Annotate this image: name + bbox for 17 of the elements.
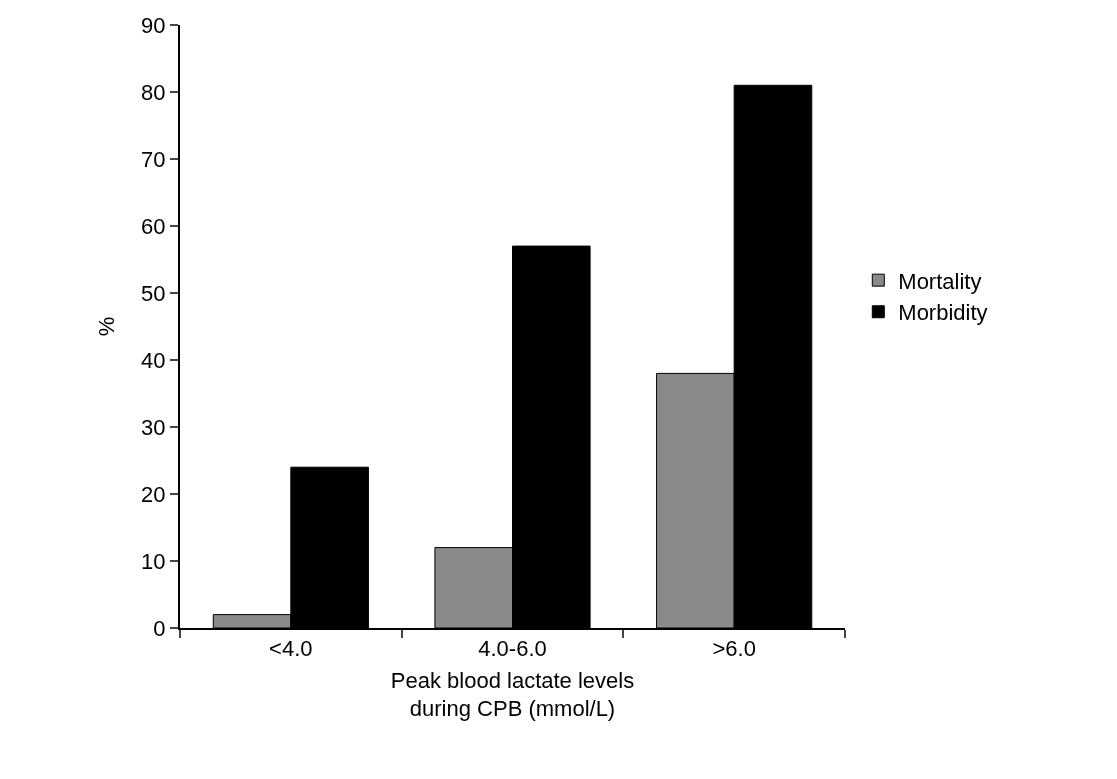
y-tick-label: 30 (141, 414, 166, 440)
legend-label: Morbidity (898, 300, 988, 326)
x-tick-label: <4.0 (269, 636, 313, 662)
y-tick-label: 90 (141, 12, 166, 38)
y-tick-label: 40 (141, 347, 166, 373)
y-tick-label: 80 (141, 79, 166, 105)
legend-label: Mortality (898, 268, 982, 294)
y-tick-label: 50 (141, 280, 166, 306)
x-tick-label: >6.0 (712, 636, 756, 662)
y-tick-label: 70 (141, 146, 166, 172)
y-axis-title: % (94, 316, 120, 337)
y-tick-label: 10 (141, 548, 166, 574)
y-tick-label: 60 (141, 213, 166, 239)
y-tick-label: 20 (141, 481, 166, 507)
y-tick-label: 0 (153, 615, 166, 641)
x-axis-title: Peak blood lactate levels during CPB (mmol/L) (390, 667, 635, 722)
x-tick-label: 4.0-6.0 (478, 636, 547, 662)
